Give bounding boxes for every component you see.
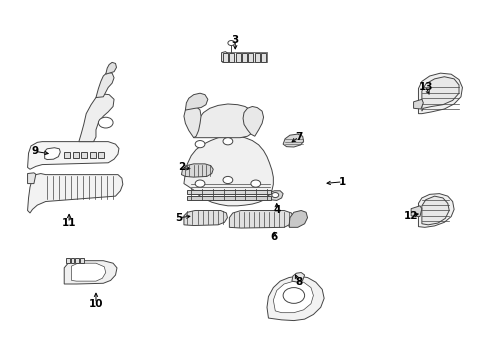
Text: 6: 6 xyxy=(270,232,278,242)
Polygon shape xyxy=(414,99,423,109)
Text: 9: 9 xyxy=(31,146,38,156)
Polygon shape xyxy=(289,211,308,227)
Text: 12: 12 xyxy=(404,211,418,221)
Bar xyxy=(187,190,271,194)
Polygon shape xyxy=(45,148,60,159)
Circle shape xyxy=(228,41,235,45)
Circle shape xyxy=(283,288,305,303)
Bar xyxy=(75,258,79,263)
Circle shape xyxy=(272,193,279,198)
Circle shape xyxy=(195,140,205,148)
Polygon shape xyxy=(292,273,305,282)
Polygon shape xyxy=(96,72,114,98)
Polygon shape xyxy=(184,211,227,226)
Circle shape xyxy=(223,138,233,145)
Polygon shape xyxy=(229,211,294,228)
Bar xyxy=(73,152,78,158)
Text: 8: 8 xyxy=(295,277,302,287)
Text: 11: 11 xyxy=(62,218,76,228)
Polygon shape xyxy=(273,281,314,313)
Bar xyxy=(64,152,70,158)
Polygon shape xyxy=(267,276,324,320)
Polygon shape xyxy=(184,136,273,206)
Text: 2: 2 xyxy=(178,162,185,172)
Text: 4: 4 xyxy=(273,206,280,216)
Bar xyxy=(223,53,228,62)
Polygon shape xyxy=(27,141,119,169)
Polygon shape xyxy=(64,261,117,284)
Circle shape xyxy=(251,180,261,187)
Bar xyxy=(255,53,260,62)
Circle shape xyxy=(98,117,113,128)
Bar xyxy=(248,53,253,62)
Polygon shape xyxy=(185,93,208,110)
Bar xyxy=(229,53,234,62)
Bar xyxy=(261,53,266,62)
Text: 7: 7 xyxy=(295,132,302,142)
Circle shape xyxy=(195,180,205,187)
Polygon shape xyxy=(106,62,117,74)
Text: 5: 5 xyxy=(175,213,183,222)
Polygon shape xyxy=(184,107,201,138)
Polygon shape xyxy=(283,134,304,147)
Polygon shape xyxy=(194,104,257,138)
Text: 13: 13 xyxy=(418,82,433,92)
Polygon shape xyxy=(269,191,283,201)
Polygon shape xyxy=(221,51,228,62)
Polygon shape xyxy=(422,196,449,225)
Polygon shape xyxy=(221,51,268,62)
Bar xyxy=(242,53,247,62)
Bar xyxy=(98,152,104,158)
Polygon shape xyxy=(79,94,114,141)
Text: 3: 3 xyxy=(232,35,239,45)
Polygon shape xyxy=(27,174,123,213)
Polygon shape xyxy=(418,194,454,227)
Polygon shape xyxy=(27,173,36,184)
Polygon shape xyxy=(411,206,422,217)
Text: 1: 1 xyxy=(339,177,346,187)
Bar xyxy=(81,152,87,158)
Text: 10: 10 xyxy=(89,299,103,309)
Polygon shape xyxy=(243,107,264,136)
Polygon shape xyxy=(72,263,106,281)
Circle shape xyxy=(223,176,233,184)
Polygon shape xyxy=(418,73,463,114)
Polygon shape xyxy=(181,164,213,177)
Bar xyxy=(71,258,74,263)
Bar xyxy=(80,258,84,263)
Bar xyxy=(236,53,241,62)
Bar xyxy=(66,258,70,263)
Bar xyxy=(187,196,271,200)
Polygon shape xyxy=(422,77,459,111)
Bar xyxy=(90,152,96,158)
